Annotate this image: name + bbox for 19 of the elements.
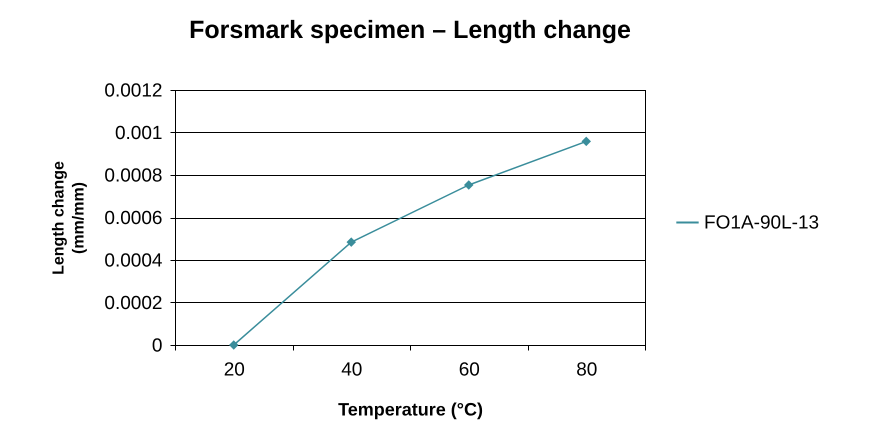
y-tick-label: 0.001 <box>114 123 162 144</box>
point <box>229 340 238 350</box>
chart-title: Forsmark specimen – Length change <box>189 16 631 44</box>
point <box>582 136 591 146</box>
y-tick-label: 0.0012 <box>104 80 162 102</box>
x-tick-label: 60 <box>458 360 480 380</box>
x-tick-label: 80 <box>576 360 598 380</box>
y-tick-label: 0.0006 <box>104 208 162 229</box>
y-axis-title: Length change (mm/mm) <box>50 161 88 275</box>
x-axis-title: Temperature (°C) <box>338 400 483 420</box>
x-tick-label: 20 <box>224 360 245 380</box>
point <box>464 180 474 190</box>
y-tick-label: 0.0002 <box>104 293 162 314</box>
x-tick-label: 40 <box>341 360 362 380</box>
y-tick-label: 0.0008 <box>104 166 162 186</box>
y-tick-label: 0 <box>152 336 162 356</box>
y-tick-label: 0.0004 <box>104 250 163 272</box>
point <box>346 237 356 247</box>
legend-label: FO1A-90L-13 <box>704 212 820 234</box>
